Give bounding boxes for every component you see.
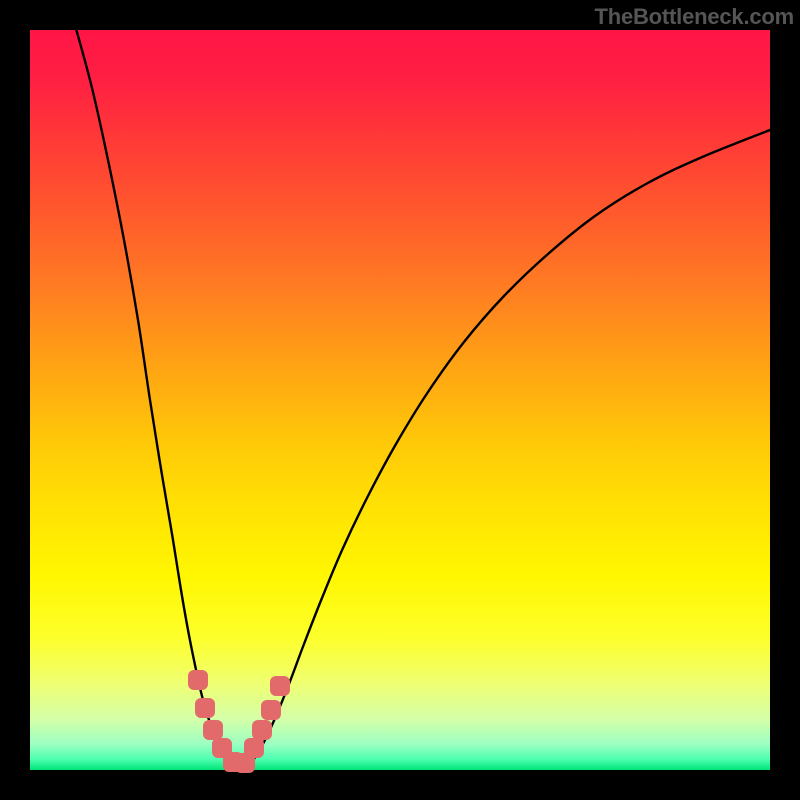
data-marker: [270, 676, 290, 696]
data-marker: [188, 670, 208, 690]
plot-area: [30, 30, 770, 770]
data-marker: [244, 738, 264, 758]
chart-frame: TheBottleneck.com: [0, 0, 800, 800]
data-marker: [203, 720, 223, 740]
data-marker: [261, 700, 281, 720]
watermark-label: TheBottleneck.com: [594, 4, 794, 30]
curve-overlay: [30, 30, 770, 770]
bottleneck-curve: [75, 25, 770, 770]
data-marker: [252, 720, 272, 740]
data-marker: [195, 698, 215, 718]
